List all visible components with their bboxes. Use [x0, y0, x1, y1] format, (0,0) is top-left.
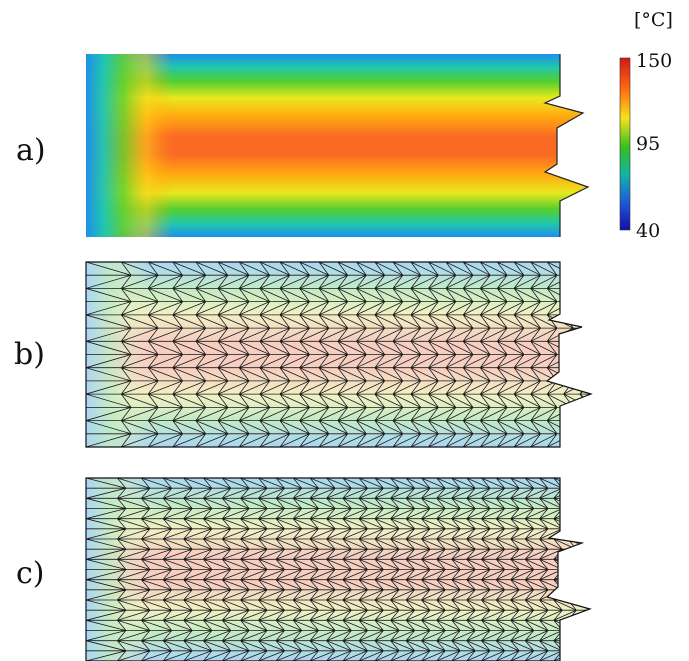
coarse-mesh-outline: [85, 261, 593, 448]
temperature-field: [86, 54, 588, 237]
colorbar-max-label: 150: [636, 50, 672, 72]
colorbar-unit: [°C]: [634, 9, 673, 31]
coarse-mesh: [86, 262, 591, 447]
refined-mesh-outline: [85, 477, 592, 661]
panel-a-label: a): [16, 133, 46, 168]
temperature-field-edge: [543, 54, 590, 237]
colorbar: [°C] 150 95 40: [619, 9, 673, 242]
refined-mesh: [86, 478, 590, 661]
panel-b-label: b): [14, 337, 45, 372]
colorbar-min-label: 40: [636, 220, 660, 242]
panel-c-label: c): [16, 556, 45, 591]
colorbar-mid-label: 95: [636, 133, 660, 155]
colorbar-gradient: [619, 57, 631, 231]
